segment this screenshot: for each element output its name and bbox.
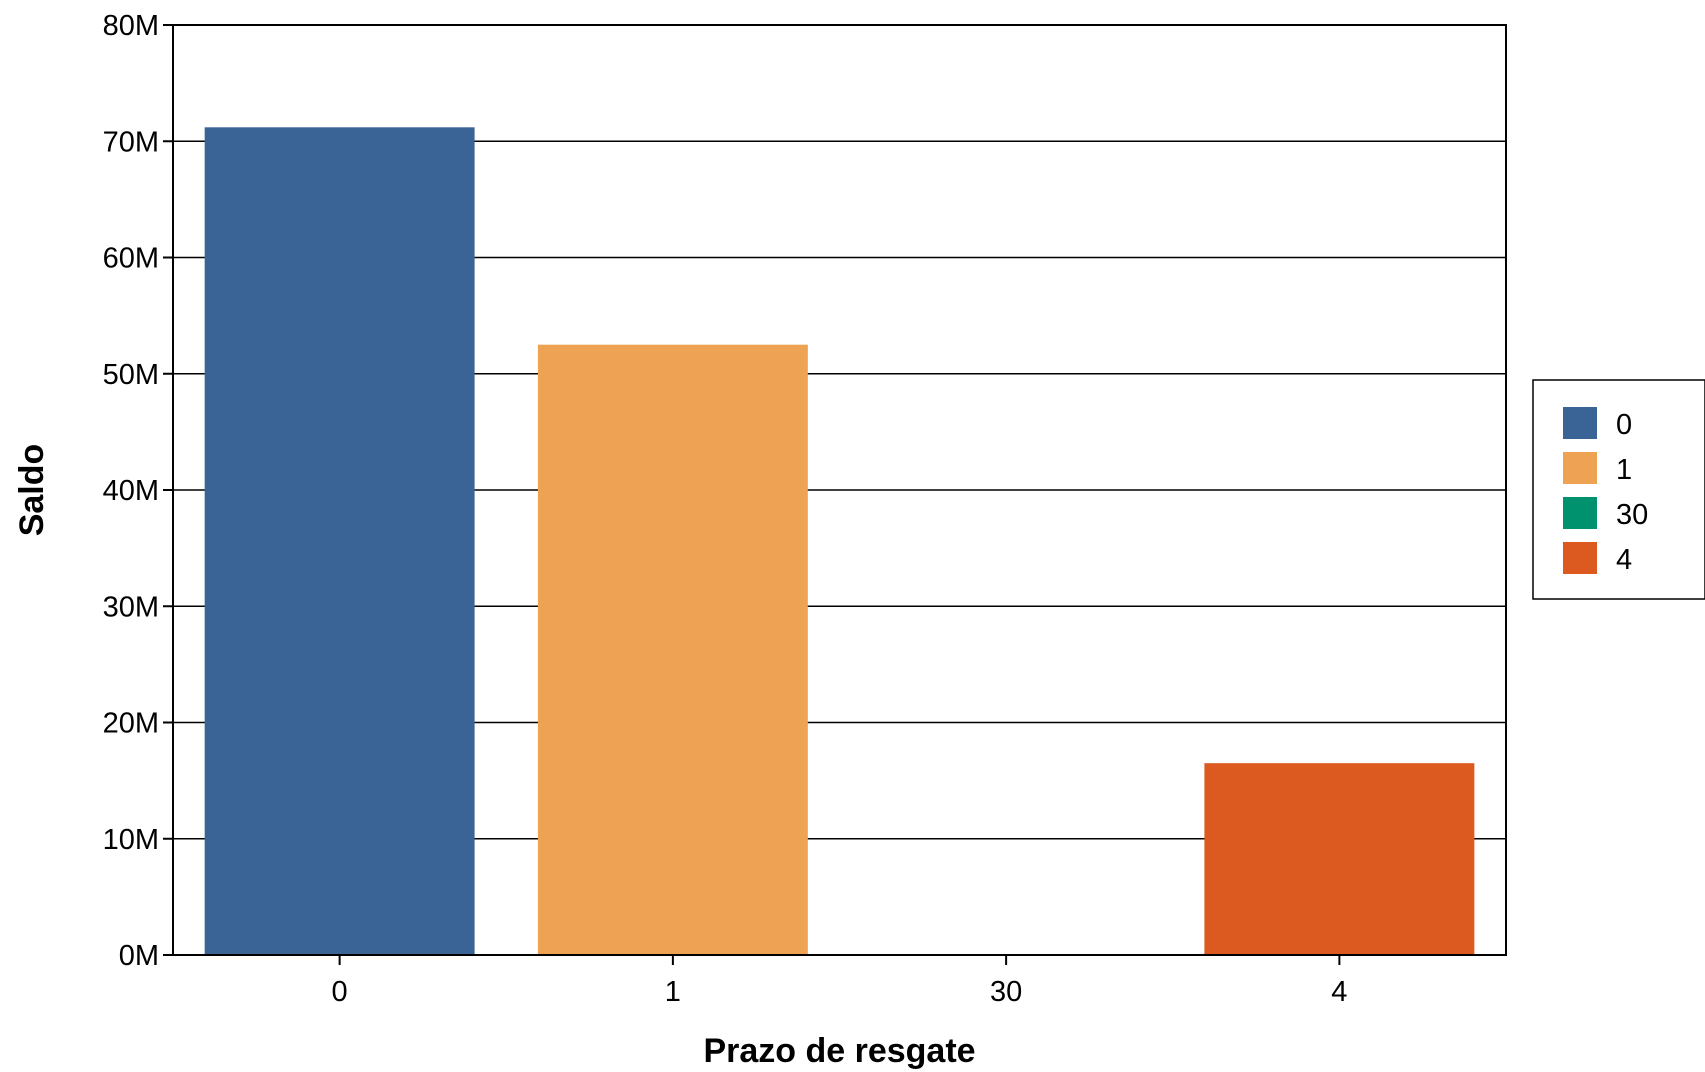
y-tick-label: 10M <box>103 824 159 856</box>
x-axis-title: Prazo de resgate <box>703 1032 975 1070</box>
y-tick-label: 40M <box>103 475 159 507</box>
legend-label: 30 <box>1616 499 1648 531</box>
y-tick-label: 30M <box>103 591 159 623</box>
bar-1 <box>537 344 808 955</box>
y-tick-label: 80M <box>103 10 159 42</box>
x-tick-label: 1 <box>665 976 681 1008</box>
legend-swatch-1 <box>1563 452 1597 484</box>
legend-swatch-30 <box>1563 497 1597 529</box>
y-tick-label: 70M <box>103 126 159 158</box>
bars <box>204 127 1475 956</box>
x-axis-ticks: 0 1 30 4 <box>332 955 1347 1008</box>
y-tick-label: 50M <box>103 359 159 391</box>
legend-swatch-4 <box>1563 542 1597 574</box>
x-tick-label: 30 <box>990 976 1022 1008</box>
y-axis-title: Saldo <box>13 444 51 537</box>
legend-label: 4 <box>1616 544 1632 576</box>
y-axis-ticks: 0M 10M 20M 30M 40M 50M 60M 70M 80M <box>103 10 173 972</box>
legend-label: 1 <box>1616 454 1632 486</box>
y-tick-label: 0M <box>119 940 159 972</box>
x-tick-label: 4 <box>1331 976 1347 1008</box>
y-tick-label: 60M <box>103 243 159 275</box>
x-tick-label: 0 <box>332 976 348 1008</box>
legend-entries: 0 1 30 4 <box>1563 407 1648 576</box>
legend-swatch-0 <box>1563 407 1597 439</box>
legend: 0 1 30 4 <box>1532 379 1705 600</box>
y-tick-label: 20M <box>103 708 159 740</box>
legend-label: 0 <box>1616 409 1632 441</box>
bar-0 <box>204 127 475 956</box>
bar-4 <box>1204 763 1475 955</box>
legend-box <box>1532 379 1705 600</box>
